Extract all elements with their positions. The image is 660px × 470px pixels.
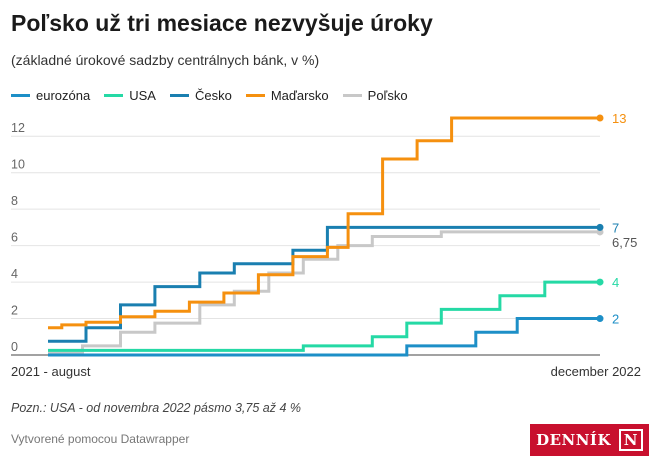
credit-text: Vytvorené pomocou Datawrapper <box>11 432 190 446</box>
series-line-1 <box>48 280 600 352</box>
series-end-point <box>596 278 604 286</box>
legend-item-polsko: Poľsko <box>342 87 408 103</box>
y-tick-label: 0 <box>11 340 18 354</box>
series-line-0 <box>48 317 600 357</box>
y-tick-label: 2 <box>11 304 18 318</box>
legend-swatch-usa <box>104 93 124 97</box>
grid-layer: 0 2 4 6 8 10 12 <box>11 121 600 356</box>
chart-note: Pozn.: USA - od novembra 2022 pásmo 3,75… <box>11 401 301 415</box>
legend-swatch-madarsko <box>245 93 265 97</box>
series-end-label: 6,75 <box>612 235 637 250</box>
series-line-3 <box>48 116 600 330</box>
legend-item-madarsko: Maďarsko <box>245 87 329 103</box>
chart-title: Poľsko už tri mesiace nezvyšuje úroky <box>11 10 433 36</box>
rate-chart: 0 2 4 6 8 10 12 6,75 4 2 7 13 2021 - august decemb… <box>11 111 641 379</box>
y-tick-label: 10 <box>11 158 25 172</box>
dennik-n-logo[interactable]: DENNÍK N <box>530 424 649 456</box>
y-tick-label: 4 <box>11 267 18 281</box>
series-end-label: 4 <box>612 275 619 290</box>
series-end-point <box>596 315 604 323</box>
legend-item-usa: USA <box>104 88 156 103</box>
series-end-label: 2 <box>612 312 619 327</box>
legend-label-usa: USA <box>129 87 156 103</box>
y-tick-label: 8 <box>11 194 18 208</box>
y-tick-label: 12 <box>11 121 25 135</box>
series-end-label: 7 <box>612 220 619 235</box>
x-axis-end-label: december 2022 <box>551 364 641 379</box>
legend-item-eurozona: eurozóna <box>11 88 90 103</box>
y-tick-label: 6 <box>11 231 18 245</box>
series-end-point <box>596 223 604 231</box>
label-layer: 6,75 4 2 7 13 <box>612 111 637 327</box>
legend-label-madarsko: Maďarsko <box>270 87 329 103</box>
series-layer <box>48 114 604 357</box>
legend-label-eurozona: eurozóna <box>36 87 91 103</box>
legend-label-polsko: Poľsko <box>367 87 408 103</box>
series-line-2 <box>48 225 600 343</box>
legend-label-cesko: Česko <box>194 87 232 103</box>
series-line-4 <box>48 230 600 355</box>
legend-item-cesko: Česko <box>169 87 232 103</box>
logo-text: DENNÍK N <box>536 429 643 451</box>
chart-subtitle: (základné úrokové sadzby centrálnych bán… <box>11 52 320 68</box>
series-end-label: 13 <box>612 111 626 126</box>
legend-swatch-cesko <box>169 93 189 97</box>
legend-swatch-polsko <box>342 93 362 97</box>
x-axis-start-label: 2021 - august <box>11 364 91 379</box>
chart-legend: eurozóna USA Česko Maďarsko Poľsko <box>11 86 422 104</box>
series-end-point <box>596 114 604 122</box>
legend-swatch-eurozona <box>11 93 30 97</box>
